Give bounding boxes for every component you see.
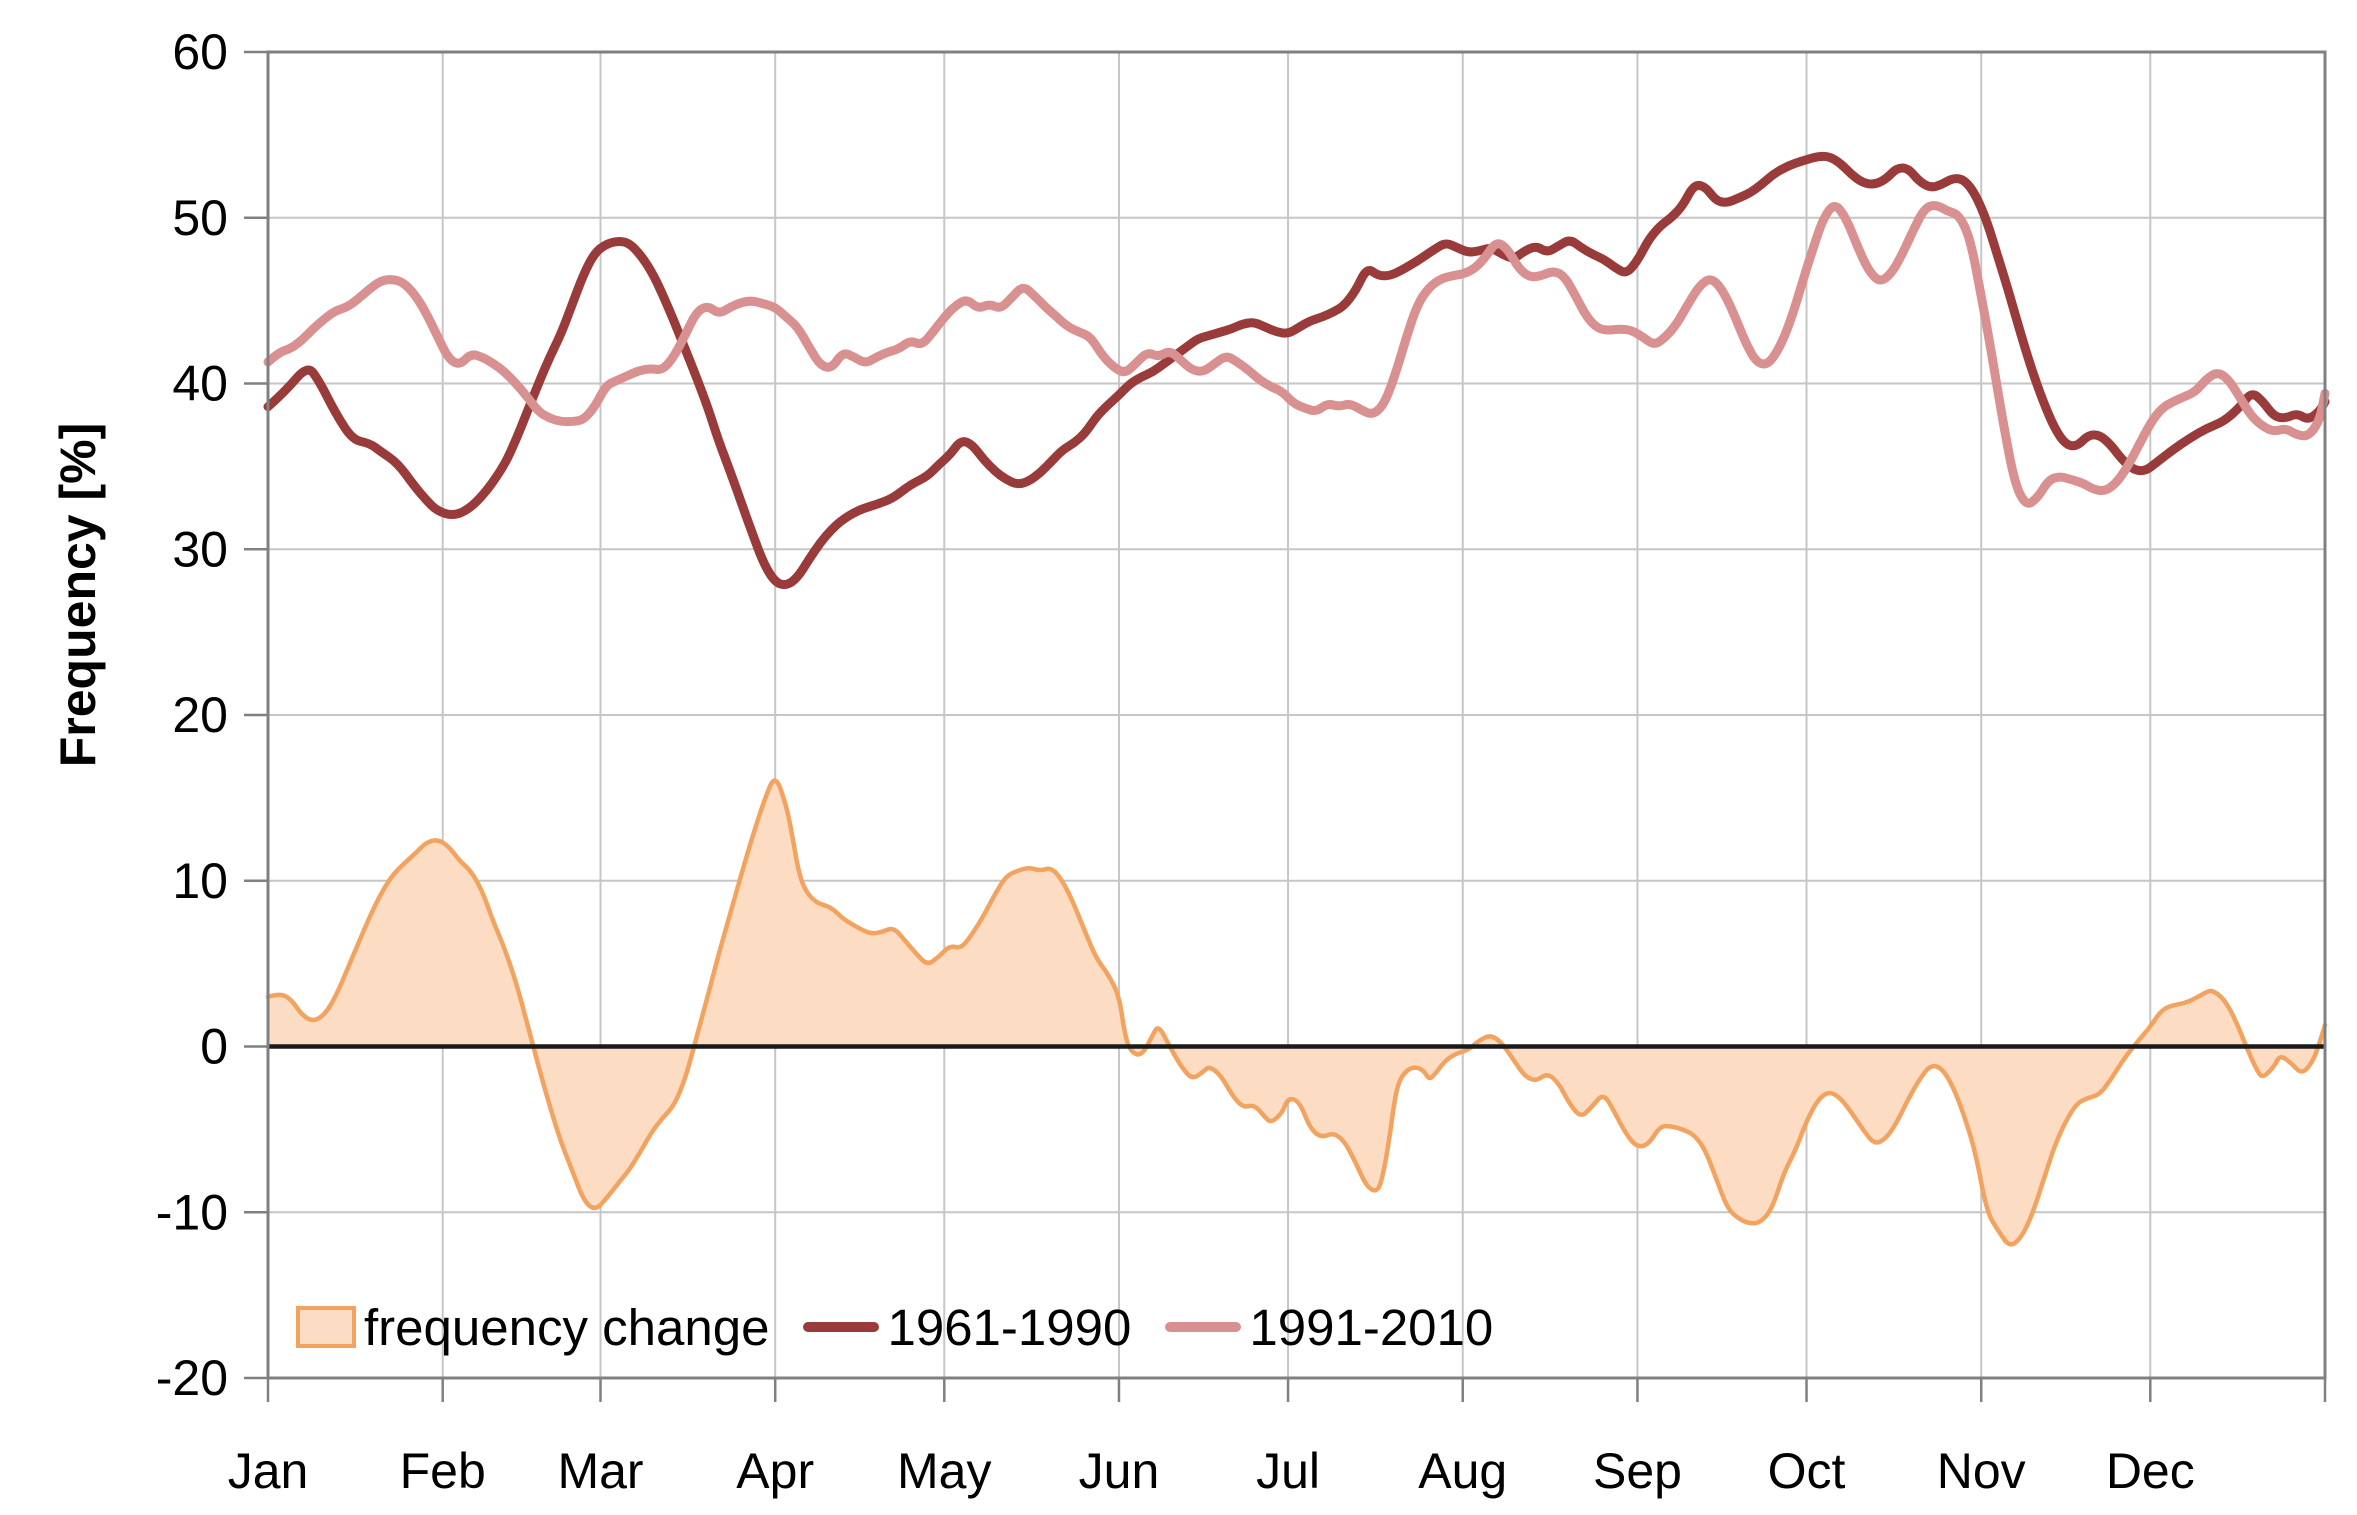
x-tick-label: Mar <box>557 1443 643 1499</box>
line-swatch-icon-1991-2010 <box>1165 1322 1242 1332</box>
x-tick-label: Jan <box>228 1443 309 1499</box>
legend-item-1961-1990: 1961-1990 <box>803 1298 1131 1357</box>
x-tick-label: Sep <box>1593 1443 1682 1499</box>
x-tick-label: Jul <box>1256 1443 1320 1499</box>
legend-label-frequency-change: frequency change <box>364 1298 770 1356</box>
legend-item-frequency-change: frequency change <box>296 1298 769 1357</box>
legend-label-1991-2010: 1991-2010 <box>1249 1298 1494 1356</box>
x-tick-label: Jun <box>1079 1443 1160 1499</box>
y-tick-label: -10 <box>156 1184 228 1240</box>
area-frequency-change-border <box>265 778 2328 1247</box>
x-tick-label: Oct <box>1768 1443 1846 1499</box>
line-1961-1990 <box>263 151 2330 590</box>
y-tick-label: 60 <box>172 24 228 80</box>
area-swatch-icon <box>296 1306 356 1348</box>
legend: frequency change 1961-1990 1991-2010 <box>296 1292 1517 1362</box>
legend-label-1961-1990: 1961-1990 <box>887 1298 1132 1356</box>
y-tick-label: 40 <box>172 356 228 412</box>
x-tick-label: Feb <box>400 1443 486 1499</box>
x-tick-label: Aug <box>1418 1443 1507 1499</box>
x-tick-label: Nov <box>1937 1443 2026 1499</box>
legend-item-1991-2010: 1991-2010 <box>1165 1298 1493 1357</box>
y-tick-label: 30 <box>172 521 228 577</box>
x-tick-label: May <box>897 1443 991 1499</box>
line-1991-2010 <box>263 201 2330 508</box>
y-tick-label: 0 <box>200 1019 228 1075</box>
x-tick-label: Dec <box>2106 1443 2195 1499</box>
area-frequency-change <box>268 780 2325 1245</box>
y-tick-label: 50 <box>172 190 228 246</box>
y-tick-label: 10 <box>172 853 228 909</box>
y-axis-title: Frequency [%] <box>50 422 106 768</box>
y-tick-label: -20 <box>156 1350 228 1406</box>
line-swatch-icon-1961-1990 <box>803 1322 880 1332</box>
y-tick-label: 20 <box>172 687 228 743</box>
x-tick-label: Apr <box>736 1443 814 1499</box>
